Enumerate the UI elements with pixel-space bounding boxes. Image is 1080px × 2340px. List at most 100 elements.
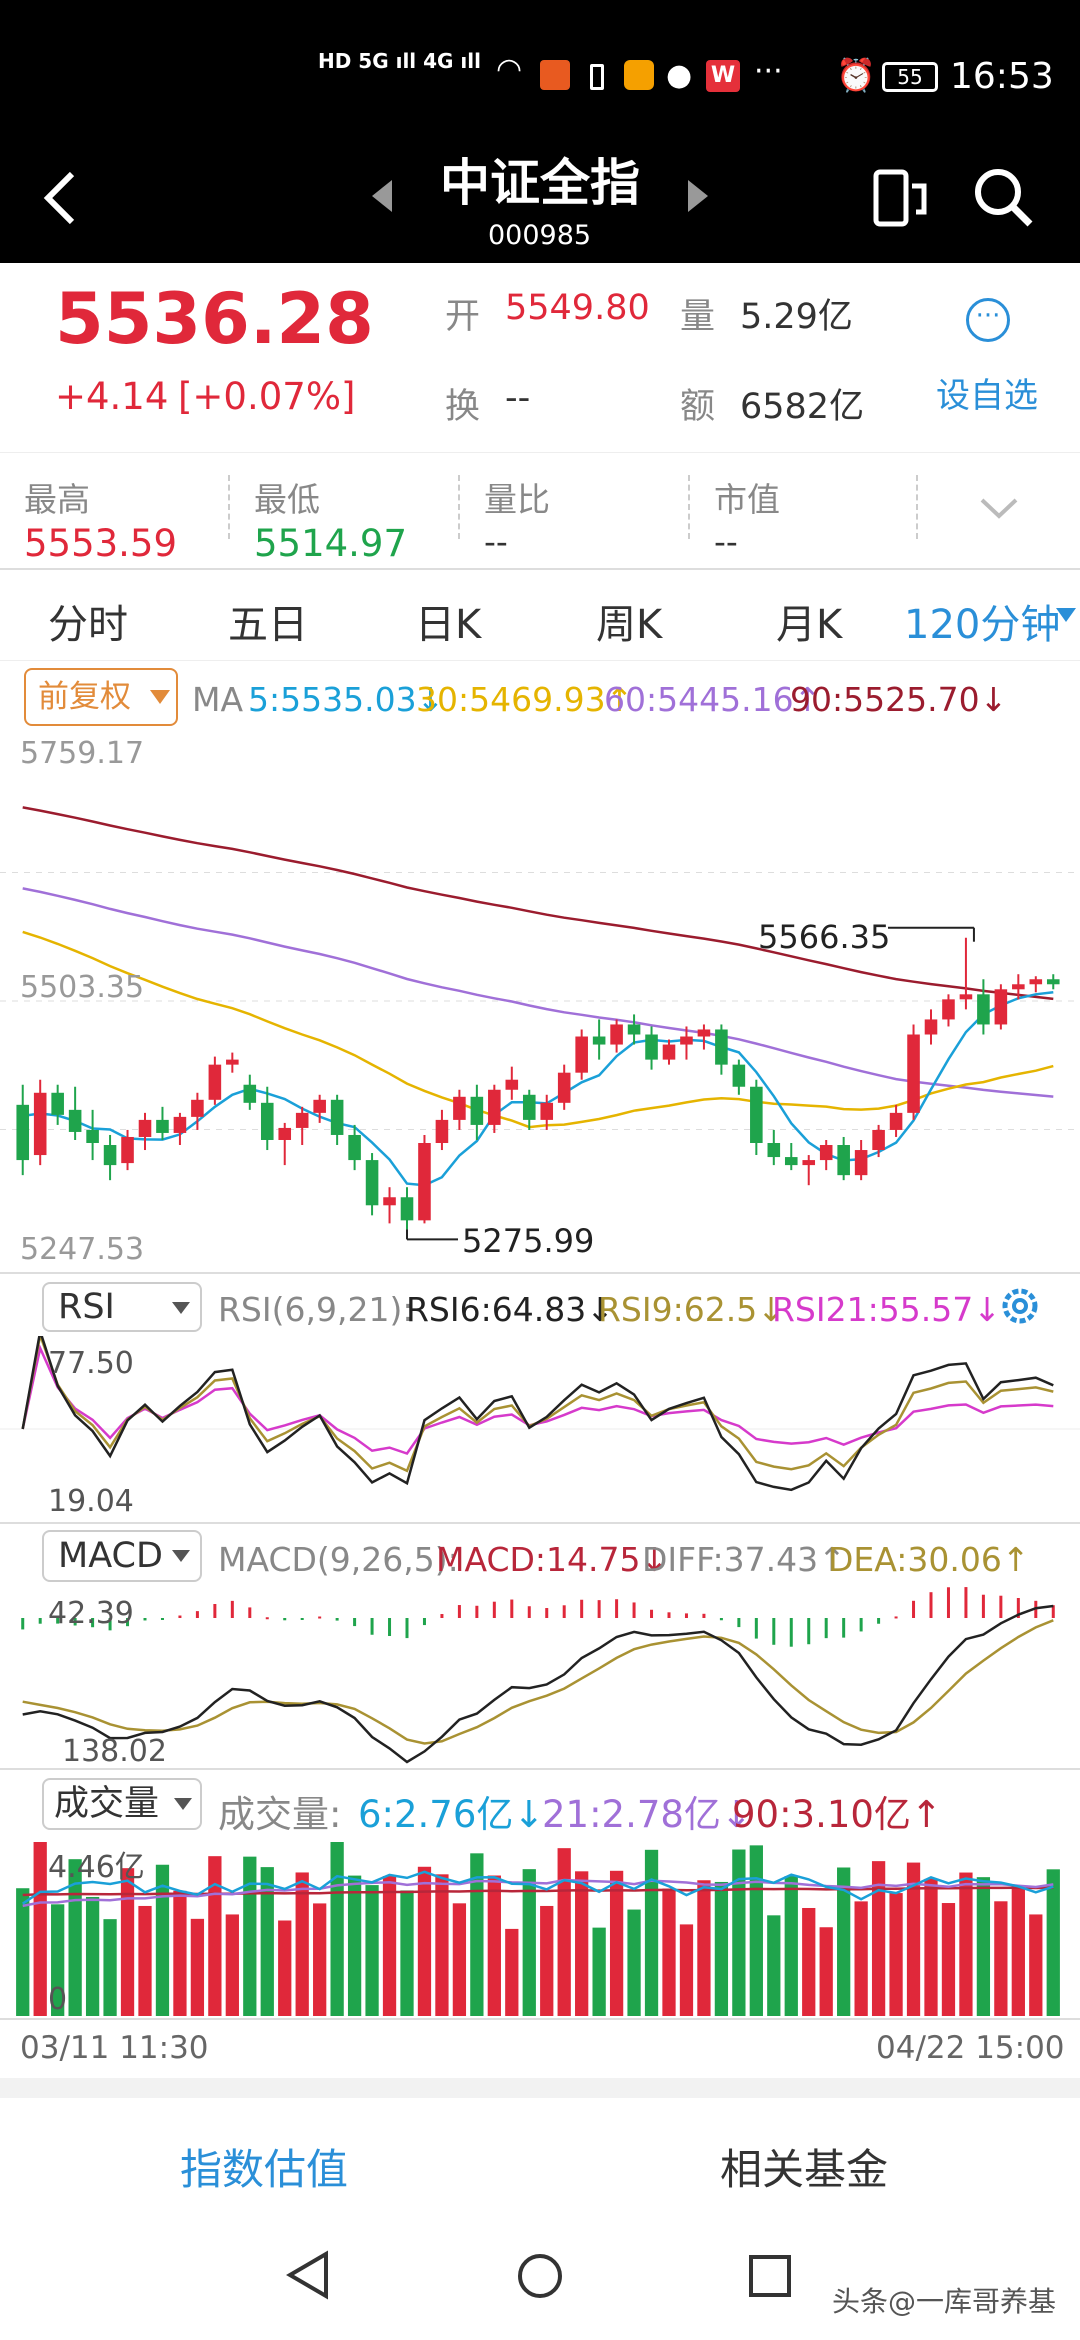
macd-histogram-bar bbox=[912, 1600, 916, 1618]
candle-body bbox=[470, 1096, 484, 1125]
current-price: 5536.28 bbox=[55, 278, 374, 360]
candle-body bbox=[278, 1127, 292, 1140]
macd-histogram-bar bbox=[737, 1618, 741, 1628]
tab-120-minute[interactable]: 120分钟 bbox=[904, 602, 1061, 648]
watermark-text: 头条@一库哥养基 bbox=[832, 2285, 1057, 2318]
related-funds-button[interactable]: 相关基金 bbox=[720, 2145, 889, 2194]
volume-bar bbox=[837, 1867, 851, 2016]
candle-body bbox=[819, 1145, 833, 1161]
tab-five-day[interactable]: 五日 bbox=[228, 602, 308, 648]
caret-down-icon[interactable] bbox=[1056, 608, 1076, 622]
rsi-selector[interactable]: RSI bbox=[42, 1282, 202, 1332]
candle-body bbox=[907, 1034, 920, 1113]
ma30-value: 30:5469.93↑ bbox=[416, 680, 634, 719]
volume-bar bbox=[802, 1907, 816, 2016]
candle-body bbox=[767, 1143, 781, 1158]
tab-monthly-k[interactable]: 月K bbox=[776, 602, 843, 648]
landscape-toggle-icon[interactable] bbox=[872, 168, 928, 228]
volume-bar bbox=[994, 1901, 1008, 2016]
volume-bar bbox=[278, 1920, 292, 2016]
candle-body bbox=[680, 1036, 693, 1045]
candle-body bbox=[156, 1119, 169, 1133]
macd-histogram-bar bbox=[248, 1607, 252, 1618]
macd-selector[interactable]: MACD bbox=[42, 1530, 202, 1582]
candle-body bbox=[854, 1150, 868, 1176]
candle-body bbox=[959, 994, 973, 1000]
volume-bar bbox=[1046, 1869, 1060, 2016]
macd-histogram-bar bbox=[195, 1611, 199, 1618]
macd-histogram-bar bbox=[597, 1600, 601, 1618]
macd-histogram-bar bbox=[667, 1612, 671, 1618]
vol6-line bbox=[22, 1870, 1054, 1905]
nav-home-icon[interactable] bbox=[516, 2252, 564, 2300]
tab-daily-k[interactable]: 日K bbox=[415, 602, 482, 648]
battery-icon: 55 bbox=[882, 62, 938, 92]
macd-histogram-bar bbox=[160, 1618, 164, 1620]
add-watchlist-button[interactable]: 设自选 bbox=[936, 376, 1038, 416]
volume-bar bbox=[208, 1856, 222, 2016]
rsi-chart bbox=[0, 1336, 1080, 1492]
candle-body bbox=[365, 1160, 379, 1206]
time-axis-start: 03/11 11:30 bbox=[20, 2030, 209, 2066]
high-value: 5553.59 bbox=[24, 522, 178, 565]
rsi-axis-bottom: 19.04 bbox=[48, 1484, 134, 1519]
macd-histogram-bar bbox=[56, 1618, 60, 1624]
amount-label: 额 bbox=[680, 387, 716, 427]
rsi-axis-top: 77.50 bbox=[48, 1346, 134, 1381]
volume-bar bbox=[16, 1888, 30, 2016]
nav-back-icon[interactable] bbox=[286, 2250, 330, 2300]
volume-bar bbox=[644, 1849, 659, 2016]
volume-bar bbox=[924, 1878, 938, 2016]
macd-selector-label: MACD bbox=[58, 1536, 163, 1576]
prev-index-icon[interactable] bbox=[370, 178, 394, 214]
candle-body bbox=[505, 1079, 519, 1090]
chat-icon: ● bbox=[666, 58, 693, 93]
next-index-icon[interactable] bbox=[686, 178, 710, 214]
back-arrow-icon[interactable] bbox=[40, 168, 80, 228]
candle-body bbox=[435, 1119, 449, 1144]
candle-body bbox=[173, 1116, 187, 1133]
candle-body bbox=[138, 1119, 152, 1137]
diff-line bbox=[22, 1604, 1054, 1764]
macd-histogram-bar bbox=[772, 1618, 776, 1645]
candle-body bbox=[575, 1036, 588, 1073]
divider bbox=[0, 2018, 1080, 2020]
tab-weekly-k[interactable]: 周K bbox=[596, 602, 663, 648]
divider bbox=[0, 568, 1080, 570]
volume-label: 成交量: bbox=[218, 1793, 342, 1836]
volume-bar bbox=[976, 1877, 991, 2016]
high-label: 最高 bbox=[24, 480, 90, 519]
volume-bar bbox=[784, 1876, 798, 2016]
macd-histogram-bar bbox=[213, 1603, 217, 1618]
high-annotation: 5566.35 bbox=[758, 918, 891, 956]
tab-intraday[interactable]: 分时 bbox=[48, 602, 128, 648]
candle-body bbox=[260, 1102, 274, 1140]
volume-bar bbox=[417, 1866, 432, 2016]
price-change: +4.14 bbox=[55, 375, 169, 418]
volume-selector[interactable]: 成交量 bbox=[42, 1778, 202, 1830]
market-cap-label: 市值 bbox=[714, 480, 780, 519]
adjust-selector[interactable]: 前复权 bbox=[24, 668, 178, 726]
macd-histogram-bar bbox=[650, 1609, 654, 1618]
divider bbox=[0, 1272, 1080, 1274]
rsi-selector-label: RSI bbox=[58, 1287, 115, 1327]
volume-chart bbox=[16, 1842, 1060, 2016]
macd-histogram-bar bbox=[265, 1617, 269, 1620]
settings-gear-icon[interactable] bbox=[994, 1280, 1046, 1332]
volume-bar bbox=[225, 1914, 239, 2016]
kline-chart[interactable] bbox=[0, 730, 1080, 1272]
macd-histogram-bar bbox=[108, 1618, 112, 1631]
vol21-value: 21:2.78亿↓ bbox=[542, 1793, 752, 1836]
index-valuation-button[interactable]: 指数估值 bbox=[180, 2145, 349, 2194]
chevron-down-icon[interactable] bbox=[978, 494, 1020, 522]
candle-body bbox=[784, 1157, 798, 1166]
volume-bar bbox=[365, 1885, 379, 2016]
ma90-line bbox=[22, 806, 1054, 1001]
volume-ratio-label: 量比 bbox=[484, 480, 550, 519]
more-icon[interactable]: ··· bbox=[966, 298, 1010, 342]
volume-selector-label: 成交量 bbox=[54, 1784, 160, 1824]
app-notify-icon bbox=[540, 60, 570, 90]
nav-recents-icon[interactable] bbox=[748, 2254, 792, 2298]
search-icon[interactable] bbox=[972, 166, 1036, 230]
volume-bar bbox=[906, 1862, 921, 2016]
